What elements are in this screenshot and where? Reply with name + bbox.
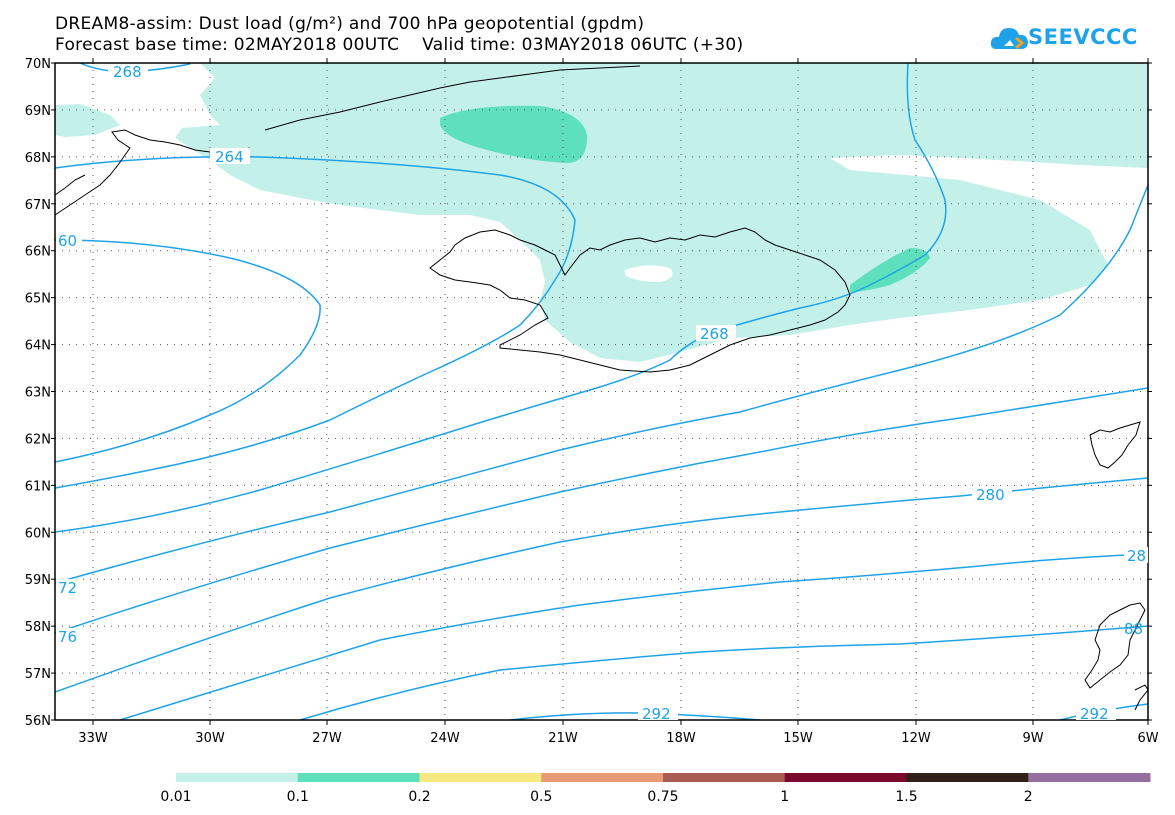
colorbar-segment <box>176 773 299 782</box>
dust-area-light <box>175 63 1148 362</box>
latitude-label: 61N <box>25 479 51 494</box>
colorbar-label: 1 <box>780 789 789 805</box>
contour-label: 292 <box>1080 705 1109 723</box>
longitude-label: 30W <box>195 731 225 746</box>
axis-ticks <box>51 58 1152 725</box>
greenland-coast <box>54 129 251 216</box>
colorbar-label: 0.2 <box>408 789 430 805</box>
colorbar-segment <box>663 773 786 782</box>
longitude-label: 15W <box>783 731 813 746</box>
contour-line <box>55 239 321 463</box>
graticule <box>55 63 1148 720</box>
latitude-labels: 70N 69N 68N 67N 66N 65N 64N 63N 62N 61N 60N 59N 58N 5… <box>25 57 51 729</box>
chart-title: DREAM8-assim: Dust load (g/m²) and 700 h… <box>55 14 645 34</box>
colorbar-segment <box>1028 773 1151 782</box>
geopotential-contours <box>55 63 1148 720</box>
contour-line <box>119 553 1148 720</box>
latitude-label: 57N <box>25 667 51 682</box>
colorbar-label: 2 <box>1024 789 1033 805</box>
latitude-label: 60N <box>25 526 51 541</box>
latitude-label: 56N <box>25 714 51 729</box>
contour-label: 268 <box>700 325 729 343</box>
latitude-label: 62N <box>25 432 51 447</box>
colorbar-label: 0.5 <box>530 789 552 805</box>
contour-label: 268 <box>113 63 142 81</box>
dust-hole <box>625 265 673 282</box>
longitude-label: 21W <box>548 731 578 746</box>
latitude-label: 68N <box>25 151 51 166</box>
greenland-north-coast <box>264 65 641 131</box>
contour-label: 76 <box>58 628 77 646</box>
iceland-coast <box>429 227 851 373</box>
scotland-coast <box>1084 602 1146 689</box>
latitude-label: 63N <box>25 386 51 401</box>
colorbar-label: 1.5 <box>895 789 917 805</box>
contour-label: 292 <box>642 705 671 723</box>
coastlines <box>54 65 1149 711</box>
latitude-label: 58N <box>25 620 51 635</box>
dust-area-mid-2 <box>850 248 930 292</box>
colorbar-segment <box>784 773 907 782</box>
contour-line <box>509 712 761 720</box>
contour-line <box>55 477 1148 693</box>
colorbar-label: 0.1 <box>287 789 309 805</box>
dust-shading <box>55 63 1148 362</box>
longitude-label: 6W <box>1137 731 1158 746</box>
colorbar-segment <box>419 773 542 782</box>
contour-line <box>55 387 1148 634</box>
longitude-label: 12W <box>901 731 931 746</box>
latitude-label: 67N <box>25 198 51 213</box>
cloud-icon <box>990 28 1028 50</box>
scotland-coast-2 <box>1134 684 1149 711</box>
faroe-coast <box>1089 421 1141 469</box>
colorbar-label: 0.01 <box>160 789 191 805</box>
colorbar: 0.01 0.1 0.2 0.5 0.75 1 1.5 2 <box>160 773 1151 805</box>
latitude-label: 70N <box>25 57 51 72</box>
colorbar-segment <box>906 773 1029 782</box>
contour-label: 60 <box>58 232 77 250</box>
contour-labels: 268 264 60 268 280 28 72 76 292 292 88 <box>56 63 1148 723</box>
colorbar-label: 0.75 <box>647 789 678 805</box>
greenland-coast-2 <box>54 174 86 196</box>
contour-label: 28 <box>1127 547 1146 565</box>
logo-text: SEEVCCC <box>1028 25 1138 49</box>
seevccc-logo: SEEVCCC <box>990 19 1160 59</box>
latitude-label: 59N <box>25 573 51 588</box>
colorbar-segment <box>541 773 664 782</box>
latitude-label: 64N <box>25 339 51 354</box>
longitude-label: 33W <box>78 731 108 746</box>
latitude-label: 69N <box>25 104 51 119</box>
dust-area-light-2 <box>55 104 120 137</box>
chart-subtitle: Forecast base time: 02MAY2018 00UTC Vali… <box>55 35 744 55</box>
contour-line <box>55 155 576 489</box>
longitude-label: 9W <box>1022 731 1043 746</box>
latitude-label: 66N <box>25 245 51 260</box>
contour-label: 72 <box>58 579 77 597</box>
longitude-label: 18W <box>666 731 696 746</box>
latitude-label: 65N <box>25 292 51 307</box>
contour-label: 280 <box>976 486 1005 504</box>
colorbar-segment <box>297 773 420 782</box>
longitude-label: 27W <box>312 731 342 746</box>
contour-line <box>55 184 1148 584</box>
contour-label: 264 <box>215 148 244 166</box>
contour-line <box>299 625 1148 720</box>
dust-area-mid-1 <box>440 105 588 163</box>
longitude-labels: 33W 30W 27W 24W 21W 18W 15W 12W 9W 6W <box>78 731 1158 746</box>
longitude-label: 24W <box>430 731 460 746</box>
contour-label: 88 <box>1124 620 1143 638</box>
